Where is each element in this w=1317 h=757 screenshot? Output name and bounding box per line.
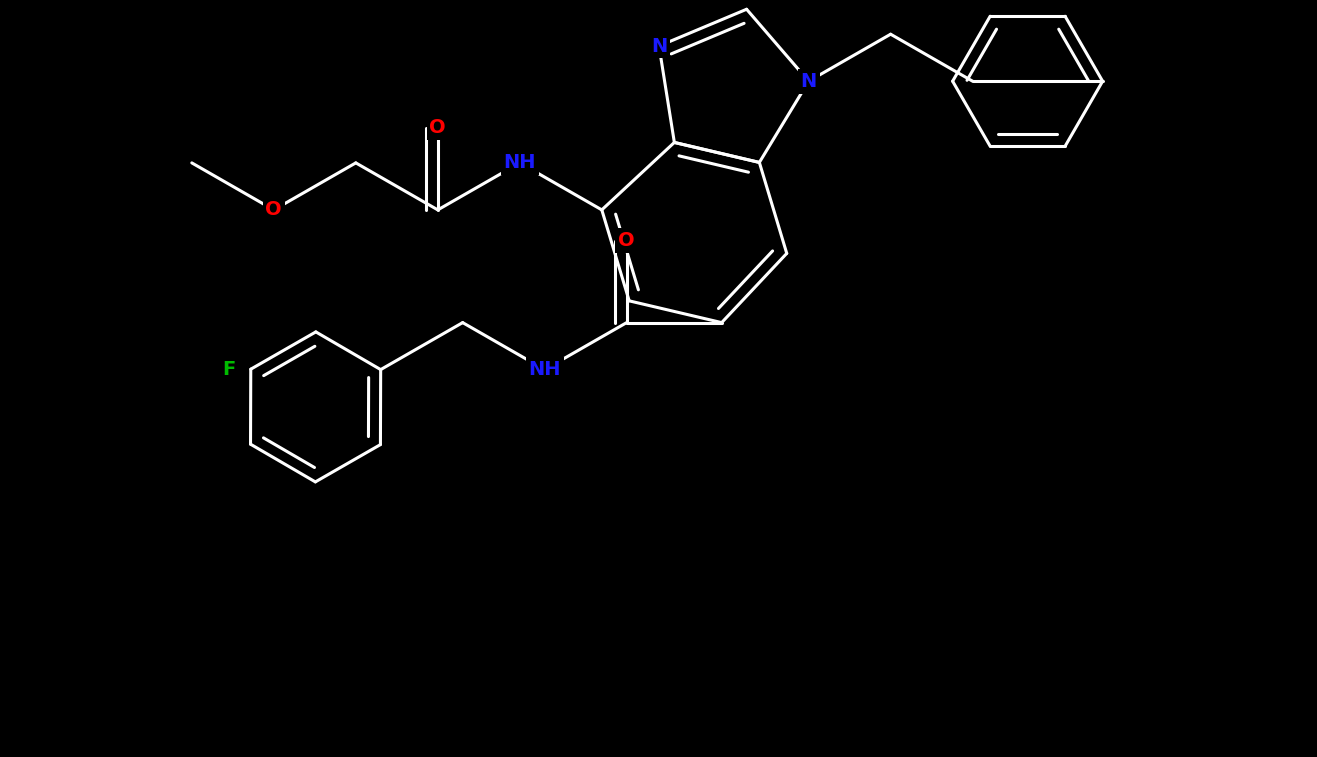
Text: N: N: [801, 72, 817, 91]
Text: NH: NH: [503, 154, 536, 173]
Text: O: O: [266, 201, 282, 220]
Text: NH: NH: [528, 360, 561, 379]
Text: O: O: [429, 118, 446, 137]
Text: N: N: [651, 36, 668, 55]
Text: O: O: [619, 231, 635, 250]
Text: F: F: [223, 360, 236, 378]
